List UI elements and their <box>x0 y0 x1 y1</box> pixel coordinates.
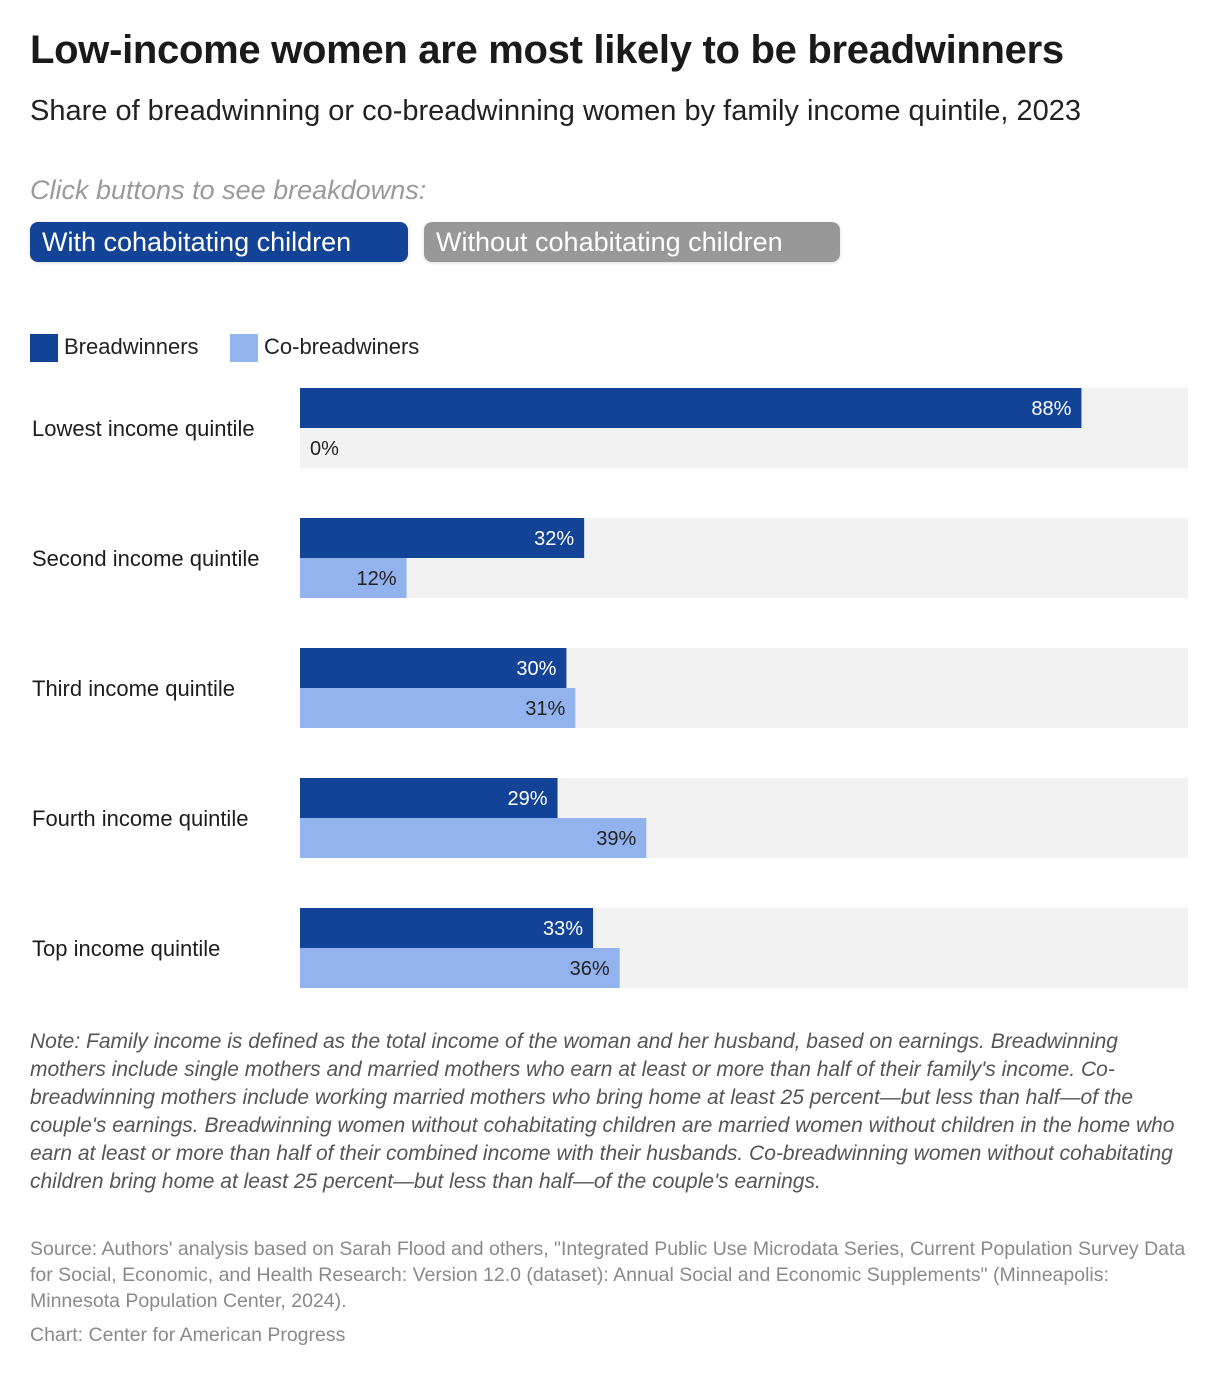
chart-credit: Chart: Center for American Progress <box>30 1324 346 1346</box>
value-label-co-breadwinners: 0% <box>310 438 339 460</box>
breakdown-prompt: Click buttons to see breakdowns: <box>30 175 427 205</box>
chart-note: Note: Family income is defined as the to… <box>30 1030 1175 1193</box>
value-label-co-breadwinners: 31% <box>525 698 565 720</box>
bar-co-breadwinners <box>300 818 647 858</box>
value-label-breadwinners: 33% <box>543 918 583 940</box>
value-label-breadwinners: 32% <box>534 528 574 550</box>
value-label-co-breadwinners: 39% <box>596 828 636 850</box>
with-children-button[interactable]: With cohabitating children <box>30 222 408 262</box>
bar-co-breadwinners <box>300 948 620 988</box>
bar-breadwinners <box>300 778 558 818</box>
chart-source: Source: Authors' analysis based on Sarah… <box>30 1238 1186 1312</box>
value-label-co-breadwinners: 36% <box>570 958 610 980</box>
value-label-co-breadwinners: 12% <box>357 568 397 590</box>
bar-co-breadwinners <box>300 688 576 728</box>
category-label: Top income quintile <box>32 936 220 961</box>
bar-chart: Lowest income quintile 88% 0% Second income… <box>32 388 1188 988</box>
category-label: Fourth income quintile <box>32 806 248 831</box>
bar-breadwinners <box>300 388 1082 428</box>
value-label-breadwinners: 88% <box>1031 398 1071 420</box>
value-label-breadwinners: 30% <box>516 658 556 680</box>
value-label-breadwinners: 29% <box>507 788 547 810</box>
category-label: Second income quintile <box>32 546 259 571</box>
legend-swatch-co-breadwinners <box>230 334 258 362</box>
category-label: Lowest income quintile <box>32 416 255 441</box>
bar-breadwinners <box>300 648 567 688</box>
chart-subtitle: Share of breadwinning or co-breadwinning… <box>30 95 1082 127</box>
legend-label-co-breadwinners: Co-breadwiners <box>264 334 420 359</box>
chart-title: Low-income women are most likely to be b… <box>30 28 1064 72</box>
legend-swatch-breadwinners <box>30 334 58 362</box>
without-children-button[interactable]: Without cohabitating children <box>424 222 840 262</box>
bar-breadwinners <box>300 908 594 948</box>
bar-breadwinners <box>300 518 585 558</box>
category-label: Third income quintile <box>32 676 235 701</box>
bar-co-breadwinners <box>300 558 407 598</box>
legend-label-breadwinners: Breadwinners <box>64 334 199 359</box>
